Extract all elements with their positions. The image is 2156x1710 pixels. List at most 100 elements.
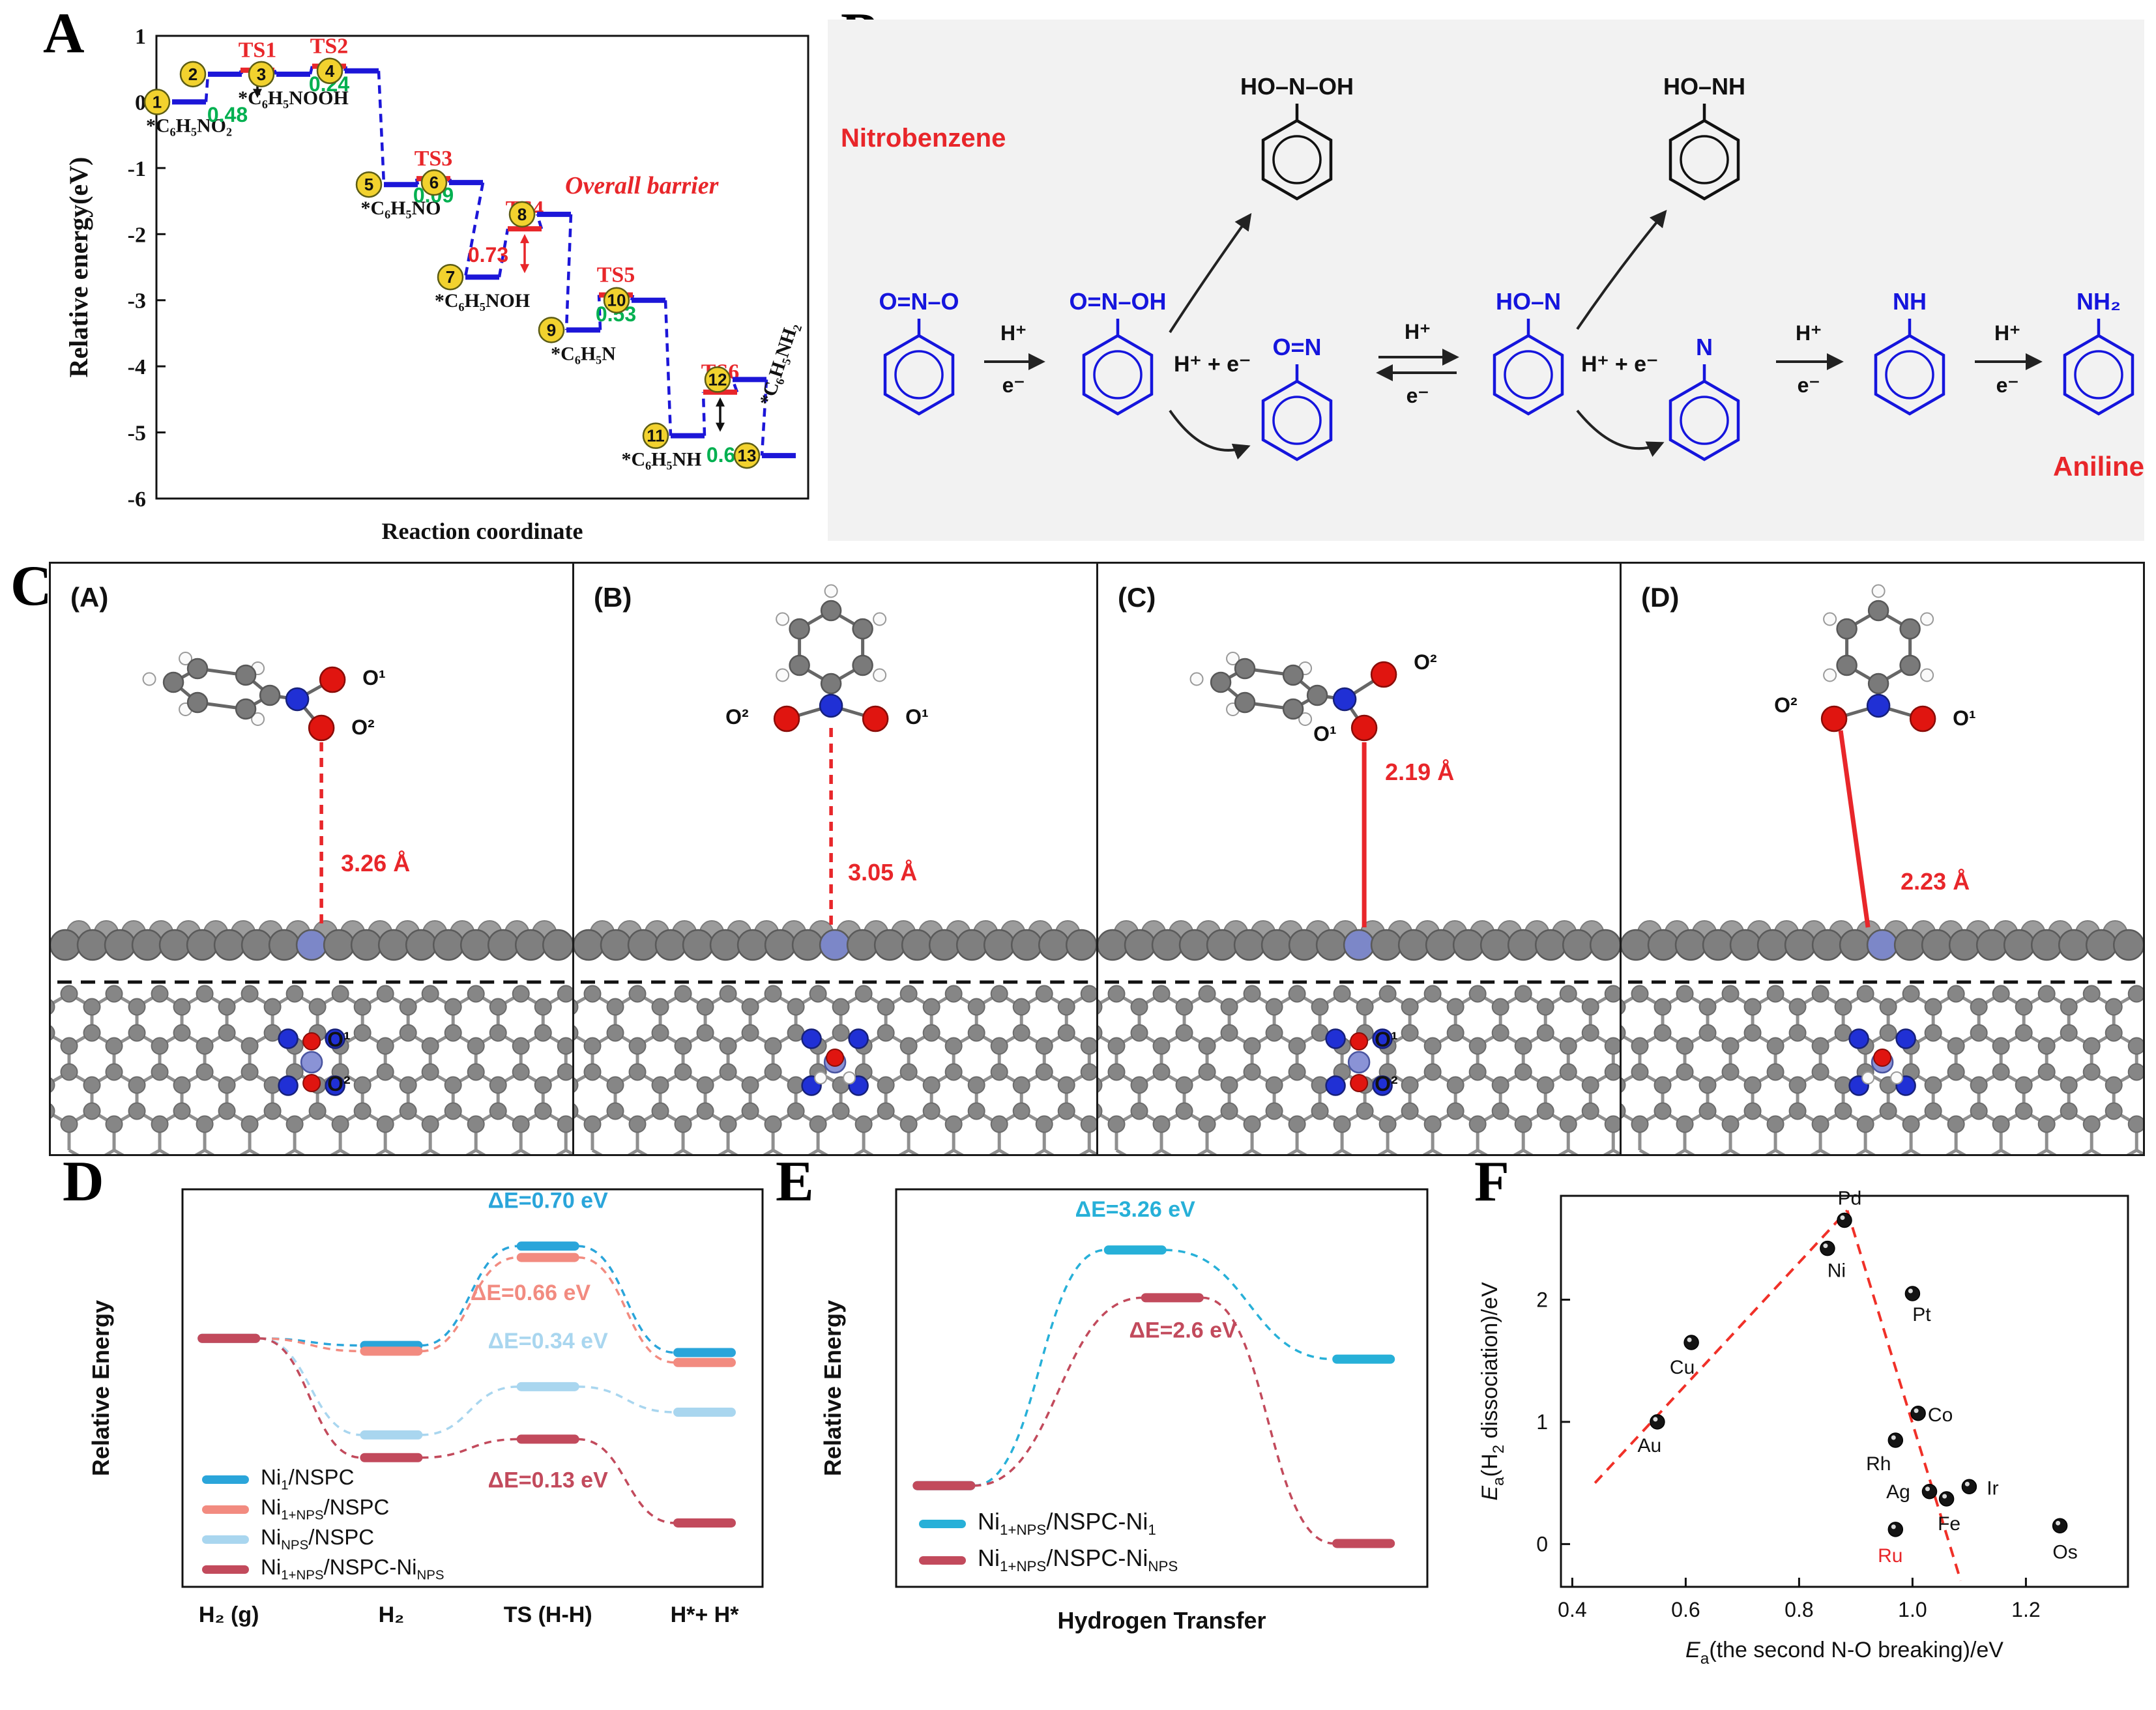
lattice-bond [1079, 1148, 1090, 1154]
nitrogen-atom [278, 1028, 299, 1049]
carbon-atom [1698, 1076, 1717, 1094]
oxygen-label: O² [1414, 650, 1437, 674]
carbon-atom [737, 929, 769, 961]
data-point-highlight [1823, 1243, 1828, 1249]
trend-line [1846, 1210, 1962, 1582]
carbon-atom [2082, 1115, 2101, 1133]
molecule-imine: NH [1874, 288, 1945, 416]
legend-label: Ni1/NSPC [261, 1465, 354, 1494]
lattice-bond [1476, 1148, 1488, 1154]
lattice-bond [68, 1148, 80, 1154]
nitrogen-atom [1848, 1028, 1869, 1049]
carbon-atom [600, 929, 632, 961]
carbon-atom [489, 1076, 507, 1094]
nitrogen-atom [1866, 693, 1891, 718]
carbon-atom [235, 698, 257, 720]
lattice-bond [727, 1148, 738, 1154]
carbon-atom [944, 1063, 963, 1081]
carbon-atom [1206, 929, 1238, 961]
hydrogen-atom [814, 1071, 828, 1084]
carbon-atom [1175, 998, 1193, 1016]
data-point-highlight [1687, 1337, 1692, 1342]
carbon-atom [944, 1115, 963, 1133]
plot-frame [181, 1188, 764, 1588]
carbon-atom [1924, 998, 1942, 1016]
carbon-atom [847, 929, 879, 961]
rich-text-segment: Ni [261, 1555, 282, 1580]
arrow-label: H⁺ + e⁻ [1174, 352, 1251, 377]
point-label-Pd: Pd [1838, 1188, 1862, 1210]
lattice-bond [628, 1148, 639, 1154]
legend-panel-e: Ni1+NPS/NSPC-Ni1 Ni1+NPS/NSPC-NiNPS [919, 1505, 1178, 1578]
lattice-bond [1639, 1148, 1650, 1154]
profile-connector [663, 300, 673, 436]
carbon-atom [489, 1102, 507, 1120]
carbon-atom [1057, 1076, 1075, 1094]
substituent-label: HO–N–OH [1240, 73, 1354, 100]
carbon-atom [459, 929, 492, 961]
carbon-atom [1811, 985, 1829, 1003]
lattice-bond [1034, 1148, 1045, 1154]
carbon-atom [1562, 929, 1594, 961]
energy-level-marker [673, 1357, 736, 1367]
nitrobenzene-label: Nitrobenzene [841, 124, 1006, 152]
legend-label: NiNPS/NSPC [261, 1525, 374, 1554]
series-connector [421, 1245, 518, 1347]
carbon-atom [105, 1115, 123, 1133]
rich-text-segment: 1+NPS [1000, 1558, 1047, 1575]
legend-item: Ni1/NSPC [202, 1464, 444, 1494]
carbon-atom [2060, 1076, 2078, 1094]
carbon-atom [1743, 1102, 1762, 1120]
graphene-lattice [1621, 985, 2143, 1154]
state-number-circle [642, 422, 669, 449]
carbon-atom [1514, 1115, 1532, 1133]
energy-level-marker [360, 1453, 423, 1462]
lattice-bond [682, 1148, 693, 1154]
carbon-atom [655, 929, 687, 961]
carbon-atom [852, 654, 874, 676]
rich-text-segment: Ni [261, 1495, 282, 1520]
carbon-atom [444, 998, 462, 1016]
carbon-atom [218, 1024, 236, 1042]
substituent-label: HO–N [1496, 288, 1561, 315]
state-number: 6 [430, 173, 439, 192]
data-point-highlight [1908, 1288, 1913, 1294]
carbon-atom [628, 1115, 647, 1133]
carbon-atom [1559, 1037, 1577, 1055]
carbon-atom [421, 985, 439, 1003]
carbon-atom [1282, 698, 1304, 720]
molecule-nitrobenzene: O=N–O [879, 288, 959, 416]
lattice-bond [1774, 1148, 1785, 1154]
carbon-atom [1721, 985, 1740, 1003]
point-label-Rh: Rh [1866, 1453, 1891, 1475]
energy-level-marker [1103, 1245, 1167, 1255]
carbon-atom [990, 1037, 1008, 1055]
carbon-atom [2037, 1115, 2056, 1133]
nickel-atom [819, 929, 851, 961]
lattice-bond [1431, 1148, 1443, 1154]
carbon-atom [534, 1024, 552, 1042]
profile-connector [463, 182, 485, 278]
carbon-atom [1698, 998, 1717, 1016]
barrier-arrow-head [253, 89, 262, 98]
lattice-bond [1683, 1148, 1695, 1154]
lattice-bond [944, 1148, 955, 1154]
rich-text-segment: /NSPC-Ni [1046, 1544, 1148, 1572]
rich-text-segment: NPS [1148, 1558, 1178, 1575]
carbon-atom [1514, 1063, 1532, 1081]
carbon-atom [1130, 998, 1148, 1016]
carbon-atom [2105, 1076, 2123, 1094]
barrier-arrow-head [520, 234, 529, 244]
carbon-atom [719, 1063, 737, 1081]
carbon-atom [2037, 1063, 2056, 1081]
lattice-bond [1990, 1148, 2002, 1154]
carbon-atom [128, 1102, 146, 1120]
nitrogen-atom [278, 1075, 299, 1096]
carbon-atom [1970, 1024, 1988, 1042]
carbon-atom [764, 1037, 782, 1055]
carbon-atom [1124, 929, 1156, 961]
carbon-atom [105, 985, 123, 1003]
o1-label: O¹ [1375, 1028, 1398, 1051]
legend-item: Ni1+NPS/NSPC [202, 1494, 444, 1524]
carbon-atom [787, 998, 805, 1016]
